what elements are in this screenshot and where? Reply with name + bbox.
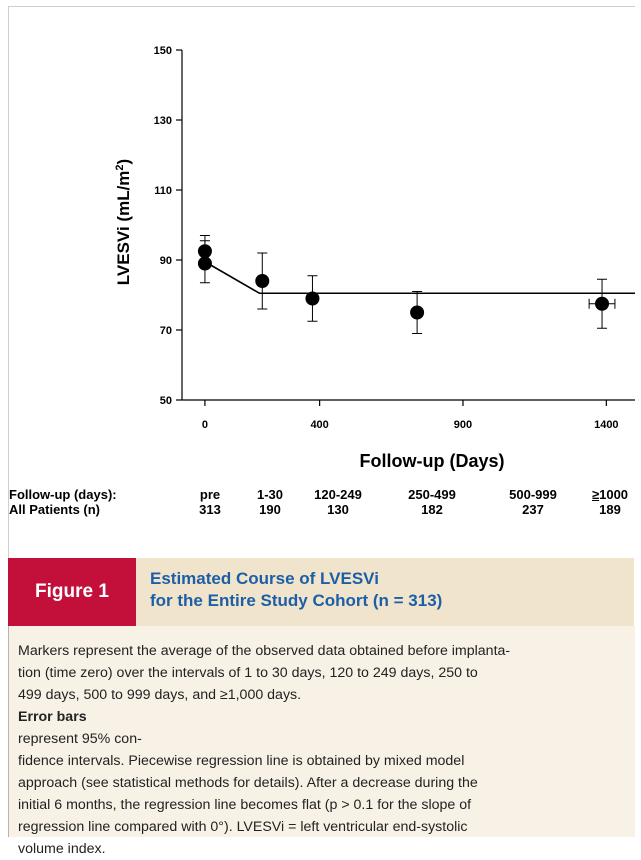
table-interval-1000: ≥1000 (585, 487, 635, 502)
y-tick-label: 110 (154, 185, 172, 197)
followup-table: Follow-up (days): pre 1-30 120-249 250-4… (9, 487, 635, 547)
regression-line (204, 261, 635, 295)
caption-line: 499 days, 500 to 999 days, and ≥1,000 da… (18, 684, 626, 750)
caption-text-segment: approach (see statistical methods for de… (18, 775, 478, 791)
regression-line-group (204, 261, 635, 295)
y-tick-label: 50 (160, 395, 172, 407)
caption-line: Markers represent the average of the obs… (18, 640, 626, 662)
table-n-pre: 313 (199, 502, 221, 517)
figure-title-line-1: Estimated Course of LVESVi (150, 569, 379, 588)
caption-line: tion (time zero) over the intervals of 1… (18, 662, 626, 684)
caption-text-segment: regression line compared with 0°). LVESV… (18, 819, 468, 835)
caption-text-segment: 499 days, 500 to 999 days, and ≥1,000 da… (18, 687, 302, 703)
table-interval-250-499: 250-499 (408, 487, 456, 502)
caption-text: Markers represent the average of the obs… (18, 640, 626, 860)
data-point (595, 296, 610, 311)
x-axis-title: Follow-up (Days) (360, 451, 505, 471)
x-tick-label: 0 (202, 419, 208, 431)
caption-text-segment: fidence intervals. Piecewise regression … (18, 753, 465, 769)
caption-line: initial 6 months, the regression line be… (18, 794, 626, 816)
x-tick-label: 400 (310, 419, 328, 431)
caption-line: approach (see statistical methods for de… (18, 772, 626, 794)
x-tick-label: 900 (454, 419, 472, 431)
table-interval-500-999: 500-999 (509, 487, 557, 502)
y-tick-label: 150 (154, 45, 172, 57)
table-n-1-30: 190 (259, 502, 281, 517)
x-tick-label: 1400 (594, 419, 618, 431)
caption-text-segment: initial 6 months, the regression line be… (18, 797, 472, 813)
figure-label: Figure 1 (35, 581, 109, 602)
figure-label-box: Figure 1 (8, 558, 136, 626)
table-interval-1-30: 1-30 (256, 487, 284, 502)
table-n-1000: 189 (599, 502, 621, 517)
caption-line: regression line compared with 0°). LVESV… (18, 816, 626, 838)
y-axis-title-close: ) (114, 159, 133, 165)
table-row-patients: All Patients (n) 313 190 130 182 237 189 (9, 502, 635, 518)
table-n-250-499: 182 (421, 502, 443, 517)
caption-header: Figure 1 Estimated Course of LVESVi for … (8, 558, 634, 626)
figure-frame: 50 70 90 110 130 150 0 400 900 1400 LVESVi (mL/m… (8, 6, 635, 857)
y-axis-title-sup: 2 (114, 164, 126, 170)
data-point (410, 305, 425, 320)
chart-svg: 50 70 90 110 130 150 0 400 900 1400 LVESVi (mL/m… (114, 45, 635, 471)
y-axis: 50 70 90 110 130 150 (154, 45, 183, 407)
table-interval-1000-value: 1000 (599, 487, 629, 502)
x-axis: 0 400 900 1400 (182, 399, 635, 431)
caption-line: volume index. (18, 838, 626, 860)
table-row1-label: Follow-up (days): (9, 487, 117, 502)
y-tick-label: 130 (154, 115, 172, 127)
y-tick-label: 90 (160, 255, 172, 267)
chart-area: 50 70 90 110 130 150 0 400 900 1400 LVESVi (mL/m… (8, 6, 635, 559)
gte-sign: ≥ (591, 487, 600, 502)
caption-text-segment: Markers represent the average of the obs… (18, 643, 511, 659)
table-row-intervals: Follow-up (days): pre 1-30 120-249 250-4… (9, 487, 635, 503)
caption-text-segment: volume index. (18, 841, 106, 857)
figure-title-line-2: for the Entire Study Cohort (n = 313) (150, 591, 443, 610)
data-point (305, 291, 320, 306)
table-interval-120-249: 120-249 (314, 487, 362, 502)
caption-text-segment: represent 95% con- (18, 731, 142, 747)
caption-bold-segment: Error bars (18, 709, 87, 725)
y-axis-title: LVESVi (mL/m2) (114, 159, 133, 285)
data-point (255, 274, 270, 288)
caption-line: fidence intervals. Piecewise regression … (18, 750, 626, 772)
y-tick-label: 70 (160, 325, 172, 337)
data-point (197, 256, 212, 271)
caption-body: Markers represent the average of the obs… (8, 626, 635, 857)
table-n-500-999: 237 (522, 502, 544, 517)
table-n-120-249: 130 (327, 502, 349, 517)
y-axis-title-main: LVESVi (mL/m (114, 171, 133, 286)
figure-title: Estimated Course of LVESVi for the Entir… (150, 568, 620, 612)
table-interval-pre: pre (199, 487, 221, 502)
data-points-group (197, 235, 616, 334)
table-row2-label: All Patients (n) (9, 502, 101, 517)
caption-text-segment: tion (time zero) over the intervals of 1… (18, 665, 478, 681)
